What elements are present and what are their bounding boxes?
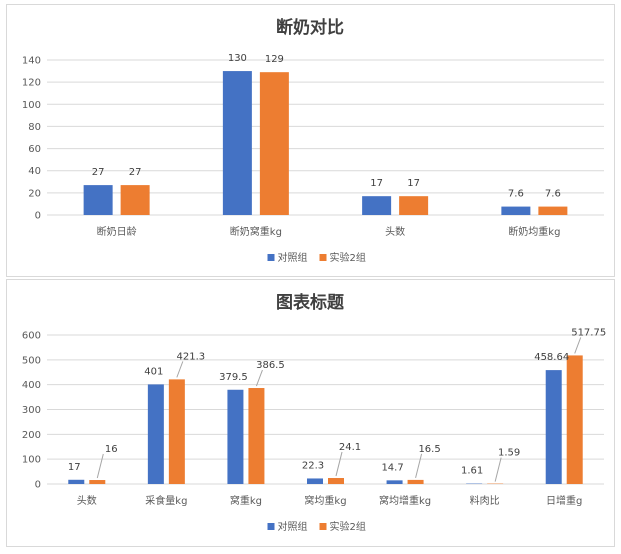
x-category-label: 头数 [77, 494, 97, 507]
data-label-series2: 16.5 [418, 444, 440, 455]
y-tick-label: 40 [28, 166, 41, 177]
chart-panel-weaning: 断奶对比 0 20 40 60 80 100 120 140 27 27 130 129 17 17 7.… [6, 4, 615, 277]
bar-series2 [566, 355, 583, 484]
y-tick-label: 100 [22, 100, 41, 111]
y-tick-label: 100 [22, 455, 41, 466]
bar-series1 [222, 71, 252, 215]
x-category-label: 头数 [385, 225, 405, 238]
label-leader-line [176, 361, 184, 378]
bar-series1 [147, 384, 164, 484]
bar-series1 [545, 370, 562, 484]
data-label-series2: 24.1 [339, 442, 361, 453]
data-label-series1: 27 [92, 167, 105, 178]
chart-summary-svg: 图表标题 0 100 200 300 400 500 600 16 17 421.3 401 386… [22, 292, 606, 533]
bar-series2 [248, 388, 265, 484]
bar-series1 [386, 480, 403, 484]
data-label-series1: 379.5 [219, 372, 248, 383]
legend-swatch-series1 [267, 523, 275, 530]
y-tick-label: 300 [22, 405, 41, 416]
bar-series1 [83, 185, 113, 215]
bar-series2 [89, 480, 106, 484]
chart-title: 断奶对比 [276, 17, 344, 38]
y-tick-label: 0 [35, 211, 41, 222]
data-label-series1: 1.61 [461, 466, 483, 477]
bar-series2 [328, 478, 344, 484]
legend-swatch-series2 [319, 254, 327, 261]
legend-swatch-series2 [319, 523, 327, 530]
data-label-series2: 17 [407, 178, 420, 189]
data-label-series1: 7.6 [508, 189, 524, 200]
legend-label-series2: 实验2组 [330, 251, 366, 264]
y-tick-label: 400 [22, 380, 41, 391]
label-leader-line [415, 453, 423, 479]
x-category-label: 料肉比 [470, 494, 500, 507]
label-leader-line [574, 337, 582, 354]
data-label-series2: 27 [129, 167, 142, 178]
x-category-label: 窝重kg [230, 494, 262, 507]
y-tick-label: 500 [22, 355, 41, 366]
bar-series2 [120, 185, 150, 215]
y-tick-label: 600 [22, 331, 41, 342]
chart-weaning-svg: 断奶对比 0 20 40 60 80 100 120 140 27 27 130 129 17 17 7.… [22, 17, 604, 264]
y-tick-label: 140 [22, 56, 41, 67]
y-tick-label: 120 [22, 78, 41, 89]
y-tick-label: 80 [28, 122, 41, 133]
x-category-label: 断奶窝重kg [230, 225, 282, 238]
label-leader-line [494, 457, 502, 482]
data-label-series2: 16 [105, 444, 118, 455]
y-tick-label: 60 [28, 144, 41, 155]
data-label-series2: 421.3 [177, 351, 206, 362]
bar-series2 [538, 206, 568, 215]
y-tick-label: 200 [22, 430, 41, 441]
data-label-series1: 14.7 [381, 462, 403, 473]
x-category-label: 日增重g [546, 494, 582, 507]
data-label-series1: 17 [68, 462, 81, 473]
bar-series2 [168, 379, 185, 484]
data-label-series2: 7.6 [545, 189, 561, 200]
data-label-series1: 130 [228, 53, 247, 64]
data-label-series2: 517.75 [571, 327, 606, 338]
bar-series1 [68, 479, 85, 484]
x-category-label: 窝均增重kg [379, 494, 431, 507]
y-tick-label: 0 [35, 480, 41, 491]
legend-label-series1: 对照组 [278, 251, 308, 264]
y-tick-label: 20 [28, 188, 41, 199]
data-label-series2: 386.5 [256, 360, 285, 371]
bar-series1 [227, 389, 244, 484]
x-category-label: 断奶日龄 [97, 225, 137, 238]
label-leader-line [96, 453, 104, 479]
label-leader-line [335, 451, 343, 477]
data-label-series2: 1.59 [498, 448, 520, 459]
label-leader-line [255, 369, 263, 387]
bar-series2 [259, 72, 289, 215]
data-label-series1: 22.3 [302, 460, 324, 471]
data-label-series1: 458.64 [534, 352, 569, 363]
x-category-label: 断奶均重kg [508, 225, 560, 238]
legend-label-series2: 实验2组 [330, 520, 366, 533]
data-label-series2: 129 [265, 54, 284, 65]
data-label-series1: 401 [144, 366, 163, 377]
bar-series2 [399, 196, 429, 215]
x-category-label: 窝均重kg [304, 494, 346, 507]
chart-title: 图表标题 [276, 292, 345, 313]
bar-series1 [501, 206, 531, 215]
data-label-series1: 17 [370, 178, 383, 189]
legend-label-series1: 对照组 [278, 520, 308, 533]
bar-series2 [407, 479, 424, 484]
x-category-label: 采食量kg [145, 494, 187, 507]
bar-series1 [362, 196, 392, 215]
legend-swatch-series1 [267, 254, 275, 261]
bar-series1 [307, 478, 323, 484]
chart-panel-summary: 图表标题 0 100 200 300 400 500 600 16 17 421.3 401 386… [6, 279, 615, 547]
